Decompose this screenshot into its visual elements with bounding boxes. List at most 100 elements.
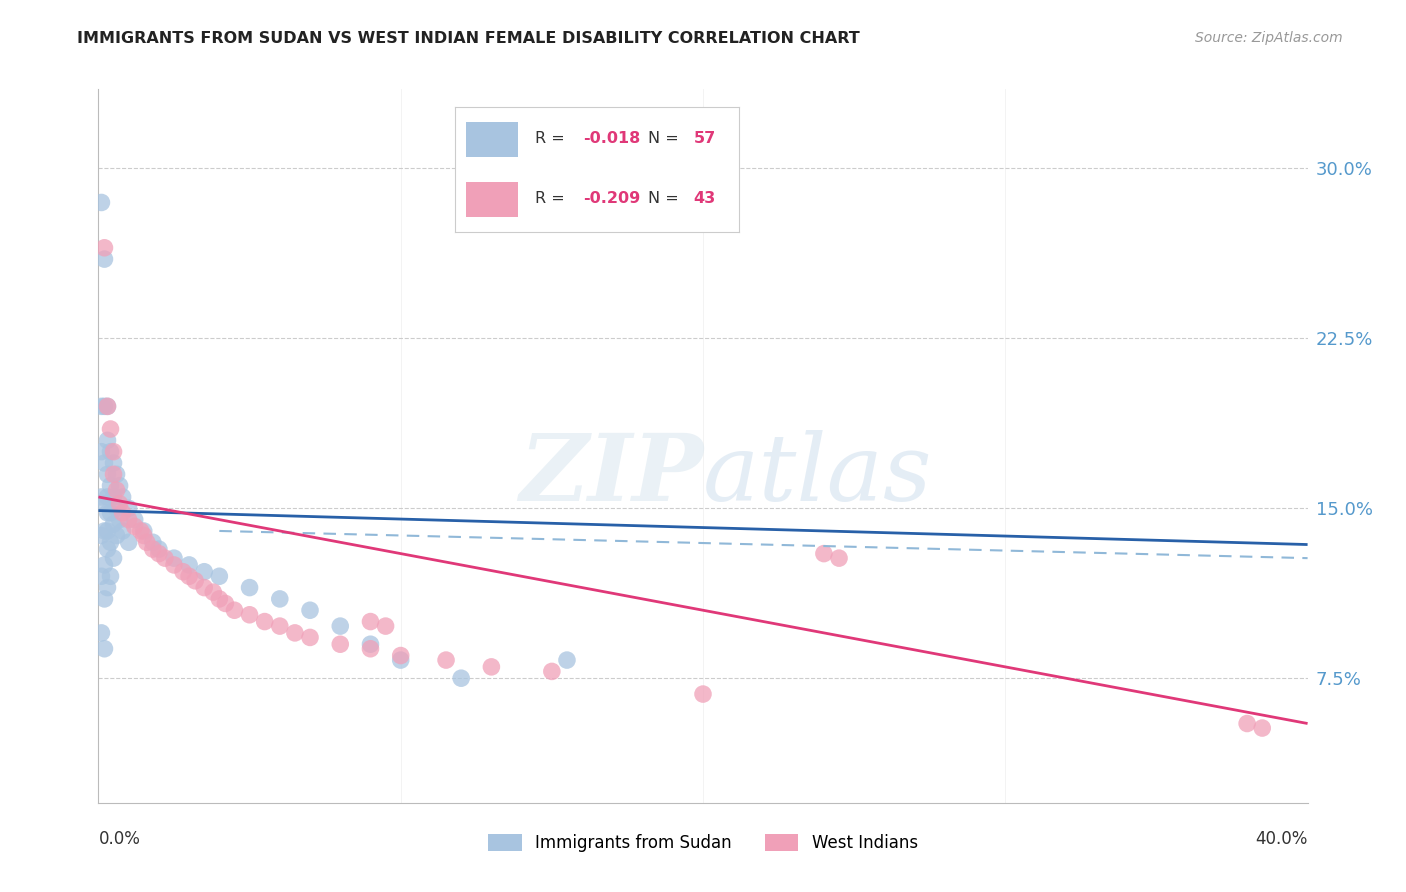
Point [100, 444, 122, 458]
Point [299, 603, 322, 617]
Point [329, 619, 352, 633]
Text: IMMIGRANTS FROM SUDAN VS WEST INDIAN FEMALE DISABILITY CORRELATION CHART: IMMIGRANTS FROM SUDAN VS WEST INDIAN FEM… [77, 31, 860, 46]
Point [360, 641, 382, 656]
Text: ZIP: ZIP [519, 430, 703, 519]
Point [96, 434, 118, 448]
Point [555, 653, 578, 667]
Point [108, 478, 131, 492]
Point [90, 444, 112, 458]
Point [163, 558, 186, 572]
Legend: Immigrants from Sudan, West Indians: Immigrants from Sudan, West Indians [482, 827, 924, 859]
Point [100, 535, 122, 549]
Point [193, 581, 215, 595]
Point [96, 400, 118, 414]
Point [434, 653, 457, 667]
Point [269, 591, 291, 606]
Point [93, 641, 115, 656]
Point [269, 619, 291, 633]
Point [360, 615, 382, 629]
Point [93, 558, 115, 572]
Point [108, 497, 131, 511]
Point [93, 591, 115, 606]
Point [208, 569, 231, 583]
Point [90, 528, 112, 542]
Point [129, 524, 152, 538]
Point [118, 535, 141, 549]
Point [179, 558, 201, 572]
Point [208, 591, 231, 606]
Point [100, 422, 122, 436]
Point [105, 467, 128, 482]
Point [118, 501, 141, 516]
Point [1251, 721, 1274, 735]
Text: Source: ZipAtlas.com: Source: ZipAtlas.com [1195, 31, 1343, 45]
Point [299, 631, 322, 645]
Point [100, 478, 122, 492]
Point [90, 195, 112, 210]
Point [96, 542, 118, 557]
Point [374, 619, 396, 633]
Point [284, 626, 307, 640]
Point [108, 513, 131, 527]
Text: 0.0%: 0.0% [98, 830, 141, 848]
Point [93, 252, 115, 266]
Point [1236, 716, 1258, 731]
Y-axis label: Female Disability: Female Disability [0, 375, 8, 517]
Point [142, 535, 165, 549]
Point [93, 524, 115, 538]
Point [184, 574, 207, 588]
Point [90, 569, 112, 583]
Point [179, 569, 201, 583]
Point [118, 513, 141, 527]
Point [103, 551, 125, 566]
Point [135, 535, 157, 549]
Point [103, 444, 125, 458]
Point [202, 585, 225, 599]
Point [96, 490, 118, 504]
Point [253, 615, 276, 629]
Point [93, 456, 115, 470]
Point [224, 603, 246, 617]
Point [360, 637, 382, 651]
Point [93, 497, 115, 511]
Point [142, 542, 165, 557]
Point [96, 467, 118, 482]
Point [96, 524, 118, 538]
Point [450, 671, 472, 685]
Point [132, 524, 155, 538]
Point [100, 569, 122, 583]
Point [172, 565, 194, 579]
Point [90, 490, 112, 504]
Point [214, 597, 236, 611]
Point [93, 241, 115, 255]
Point [132, 528, 155, 542]
Point [163, 551, 186, 566]
Point [90, 626, 112, 640]
Point [100, 506, 122, 520]
Point [540, 665, 562, 679]
Point [481, 660, 503, 674]
Point [90, 400, 112, 414]
Point [105, 528, 128, 542]
Text: 40.0%: 40.0% [1256, 830, 1308, 848]
Point [329, 637, 352, 651]
Point [148, 547, 170, 561]
Point [389, 653, 412, 667]
Text: atlas: atlas [703, 430, 932, 519]
Point [111, 490, 134, 504]
Point [148, 542, 170, 557]
Point [111, 506, 134, 520]
Point [103, 517, 125, 532]
Point [96, 581, 118, 595]
Point [692, 687, 714, 701]
Point [96, 506, 118, 520]
Point [103, 456, 125, 470]
Point [105, 483, 128, 498]
Point [96, 400, 118, 414]
Point [124, 519, 146, 533]
Point [389, 648, 412, 663]
Point [239, 607, 262, 622]
Point [828, 551, 851, 566]
Point [111, 524, 134, 538]
Point [193, 565, 215, 579]
